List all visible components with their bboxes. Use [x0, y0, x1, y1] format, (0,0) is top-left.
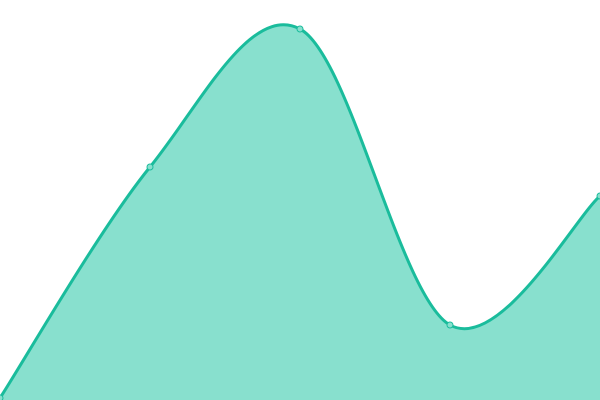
- area-fill: [0, 24, 600, 400]
- data-point: [296, 25, 304, 33]
- data-point: [596, 192, 600, 200]
- data-points: [0, 25, 600, 400]
- data-point: [0, 394, 4, 400]
- data-point: [146, 163, 154, 171]
- data-point: [446, 321, 454, 329]
